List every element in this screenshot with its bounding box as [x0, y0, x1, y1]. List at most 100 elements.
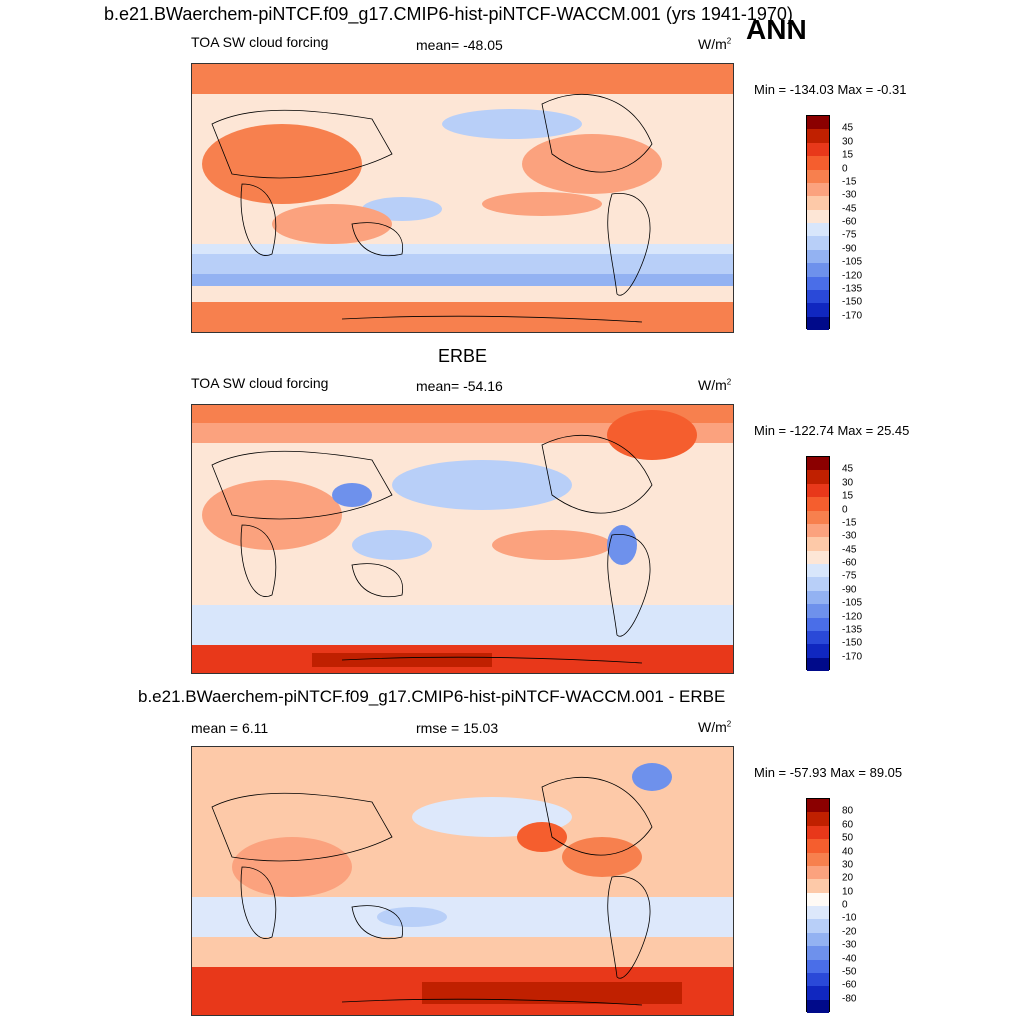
panel3-colorbar-swatch	[807, 972, 829, 987]
panel1-colorbar-tick-label: 15	[842, 149, 854, 161]
panel3-colorbar-swatch	[807, 812, 829, 826]
panel2-colorbar-tick-label: 30	[842, 477, 854, 489]
panel3-colorbar-tick-label: 20	[842, 872, 854, 884]
panel2-colorbar-swatch	[807, 470, 829, 484]
panel3-colorbar-swatch	[807, 865, 829, 880]
panel2-colorbar-swatch	[807, 590, 829, 605]
panel2-units: W/m2	[698, 377, 732, 393]
panel1-colorbar-swatch	[807, 263, 829, 277]
panel3-colorbar-tick-label: 60	[842, 819, 854, 831]
season-label: ANN	[746, 14, 807, 45]
panel1-mean: mean= -48.05	[416, 37, 503, 53]
panel3-colorbar-tick-label: 50	[842, 832, 854, 844]
panel1-colorbar-swatch	[807, 276, 829, 290]
panel3-colorbar-swatch	[807, 825, 829, 840]
panel2-colorbar-swatch	[807, 457, 829, 471]
panel2-colorbar-swatch	[807, 550, 829, 564]
panel1-colorbar-tick-label: -170	[842, 310, 863, 322]
panel2-colorbar-swatch	[807, 577, 829, 591]
panel3-colorbar-tick-label: -50	[842, 966, 857, 978]
panel2-variable: TOA SW cloud forcing	[191, 375, 329, 391]
panel2-colorbar-tick-label: -15	[842, 517, 857, 529]
panel3-heading: b.e21.BWaerchem-piNTCF.f09_g17.CMIP6-his…	[138, 687, 726, 706]
panel1-colorbar-tick-label: -90	[842, 243, 857, 255]
panel1-colorbar-tick-label: -60	[842, 216, 857, 228]
panel2-colorbar-tick-label: -75	[842, 570, 857, 582]
panel1-map	[191, 63, 734, 333]
panel1-colorbar-swatch	[807, 156, 829, 170]
panel2-map	[191, 404, 734, 674]
panel1-colorbar-swatch	[807, 236, 829, 250]
panel1-colorbar-tick-label: -150	[842, 296, 863, 308]
panel1-colorbar-tick-label: 30	[842, 136, 854, 148]
panel2-colorbar-tick-label: -120	[842, 611, 863, 622]
panel3-colorbar-swatch	[807, 879, 829, 893]
panel1-colorbar-tick-label: -120	[842, 270, 863, 281]
panel3-colorbar-swatch	[807, 959, 829, 973]
panel1-colorbar-tick-label: 45	[842, 122, 854, 134]
panel3-colorbar-swatch	[807, 999, 829, 1013]
panel3-colorbar-swatch	[807, 906, 829, 920]
panel2-map-svg	[192, 405, 733, 673]
panel2-colorbar-tick-label: -90	[842, 584, 857, 596]
panel3-colorbar-swatch	[807, 839, 829, 853]
panel3-colorbar-swatch	[807, 892, 829, 906]
panel2-colorbar-tick-label: 15	[842, 490, 854, 502]
panel3-units: W/m2	[698, 719, 732, 735]
panel1-colorbar-swatch	[807, 289, 829, 304]
panel2-colorbar-swatches	[806, 456, 830, 671]
panel3-colorbar-tick-label: -40	[842, 953, 857, 964]
panel1-colorbar-swatch	[807, 303, 829, 317]
panel1-colorbar-tick-label: -105	[842, 256, 863, 268]
panel1-colorbar-swatch	[807, 142, 829, 157]
panel3-colorbar-swatch	[807, 986, 829, 1000]
panel2-colorbar-tick-label: 0	[842, 504, 848, 515]
panel3-rmse: rmse = 15.03	[416, 720, 499, 736]
panel2-heading: ERBE	[438, 346, 488, 366]
panel3-colorbar-tick-label: -30	[842, 939, 857, 951]
panel3-colorbar-tick-label: -80	[842, 993, 857, 1005]
panel2-colorbar-swatch	[807, 617, 829, 631]
panel2-colorbar-swatch	[807, 644, 829, 658]
panel3-colorbar-swatch	[807, 946, 829, 960]
panel2-colorbar-swatch	[807, 564, 829, 578]
panel1-colorbar-tick-label: -15	[842, 176, 857, 188]
panel1-colorbar-swatch	[807, 129, 829, 143]
panel2-colorbar-swatch	[807, 657, 829, 671]
panel1-colorbar-tick-label: 0	[842, 163, 848, 174]
panel1-colorbar-swatch	[807, 316, 829, 330]
panel2-colorbar-swatch	[807, 630, 829, 645]
panel2-colorbar-tick-label: -170	[842, 651, 863, 663]
panel2-colorbar-tick-label: -45	[842, 544, 857, 556]
panel2-colorbar-tick-label: -135	[842, 624, 863, 636]
panel1-colorbar-swatch	[807, 116, 829, 130]
panel2-colorbar-tick-label: -105	[842, 597, 863, 609]
panel2-colorbar-tick-label: -30	[842, 530, 857, 542]
panel3-colorbar-swatches	[806, 798, 830, 1013]
panel2-colorbar-tick-label: 45	[842, 463, 854, 475]
panel2-colorbar-swatch	[807, 523, 829, 538]
panel1-colorbar-tick-label: -30	[842, 189, 857, 201]
panel3-map-svg	[192, 747, 733, 1015]
panel3-colorbar-tick-label: 80	[842, 805, 854, 817]
panel2-colorbar-swatch	[807, 604, 829, 618]
panel3-colorbar-swatch	[807, 852, 829, 866]
panel3-colorbar-tick-label: -60	[842, 979, 857, 991]
panel1-map-svg	[192, 64, 733, 332]
panel1-colorbar-swatch	[807, 209, 829, 223]
panel3-colorbar-swatch	[807, 799, 829, 813]
plot-title: b.e21.BWaerchem-piNTCF.f09_g17.CMIP6-his…	[104, 4, 793, 24]
panel2-colorbar-swatch	[807, 497, 829, 511]
panel2-colorbar-swatch	[807, 537, 829, 551]
panel2-minmax: Min = -122.74 Max = 25.45	[754, 423, 910, 438]
panel1-minmax: Min = -134.03 Max = -0.31	[754, 82, 907, 97]
panel1-colorbar-swatch	[807, 169, 829, 183]
panel1-colorbar-swatch	[807, 223, 829, 237]
panel1-colorbar-swatch	[807, 182, 829, 197]
panel3-minmax: Min = -57.93 Max = 89.05	[754, 765, 903, 780]
panel2-colorbar-swatch	[807, 483, 829, 498]
panel1-colorbar-tick-label: -135	[842, 283, 863, 295]
panel1-colorbar-tick-label: -45	[842, 203, 857, 215]
panel3-colorbar-tick-label: -10	[842, 912, 857, 924]
panel2-colorbar-tick-label: -60	[842, 557, 857, 569]
